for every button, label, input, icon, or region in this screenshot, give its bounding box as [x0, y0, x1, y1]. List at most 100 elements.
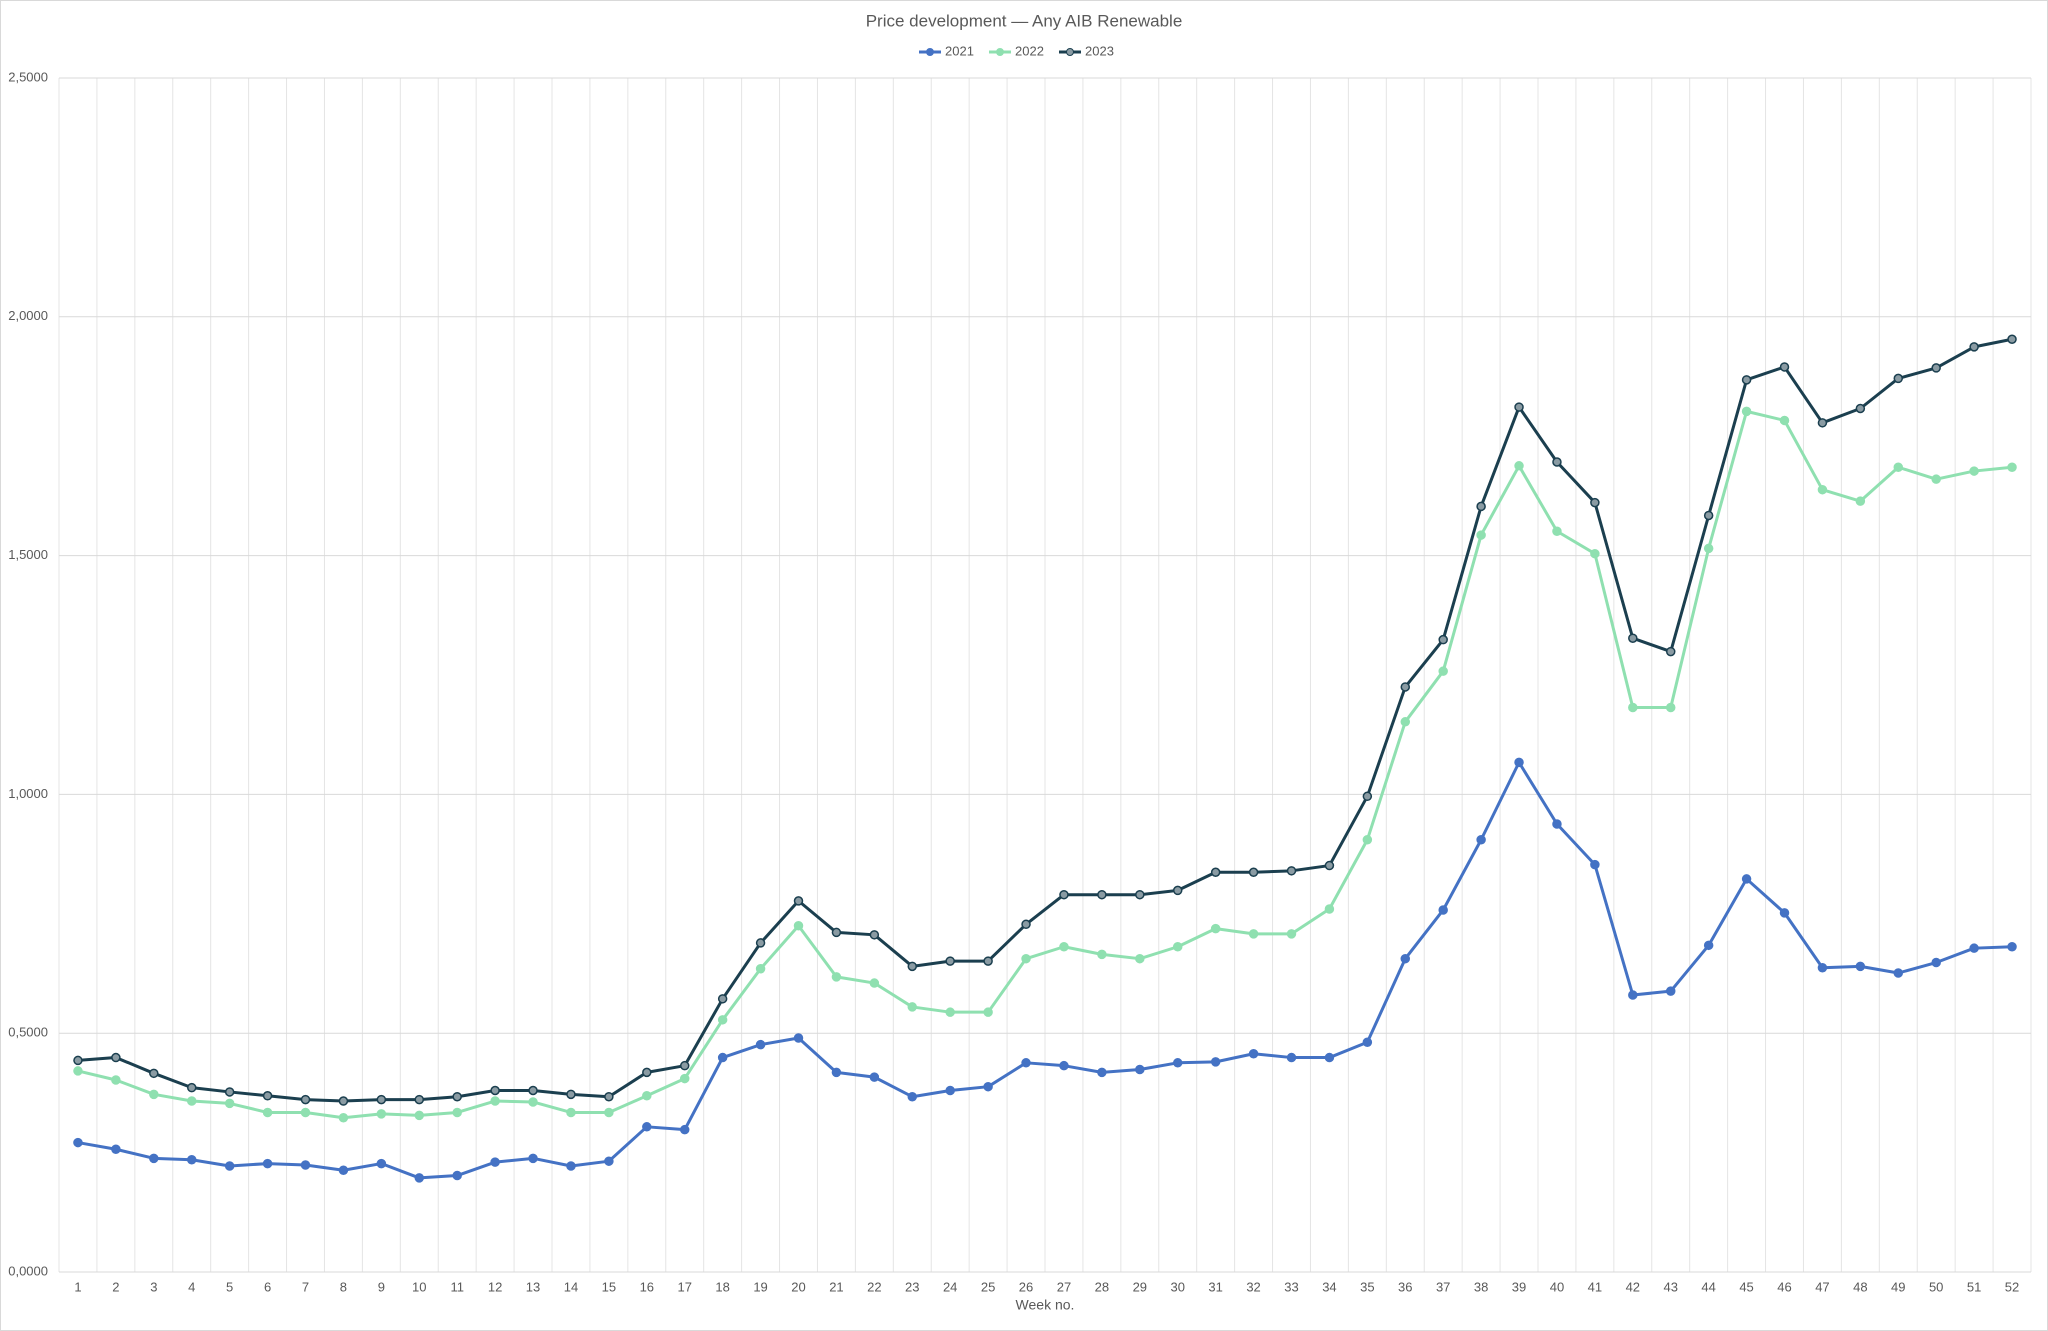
x-tick-label: 50 — [1929, 1279, 1943, 1294]
data-point — [604, 1091, 614, 1102]
data-point — [528, 1153, 538, 1164]
data-point — [1514, 757, 1524, 768]
data-point — [262, 1158, 273, 1169]
data-point — [338, 1096, 349, 1106]
data-point — [755, 938, 766, 948]
data-point — [1514, 402, 1524, 412]
x-tick-label: 32 — [1246, 1279, 1260, 1294]
x-tick-label: 29 — [1133, 1279, 1147, 1294]
x-tick-label: 38 — [1474, 1279, 1488, 1294]
data-point — [869, 1072, 880, 1082]
data-point — [945, 956, 955, 966]
x-tick-label: 43 — [1663, 1279, 1677, 1294]
x-tick-label: 22 — [867, 1279, 881, 1294]
data-point — [1210, 923, 1221, 934]
data-point — [717, 1015, 728, 1025]
data-point — [149, 1153, 159, 1164]
data-point — [1931, 957, 1941, 968]
data-point — [414, 1110, 425, 1121]
x-tick-label: 11 — [450, 1279, 464, 1294]
y-tick-label: 2,0000 — [8, 308, 48, 323]
data-point — [566, 1161, 576, 1171]
x-tick-label: 25 — [981, 1279, 995, 1294]
data-point — [73, 1055, 83, 1066]
data-point — [1703, 940, 1714, 951]
data-point — [149, 1089, 159, 1100]
series-line — [77, 760, 2013, 1180]
data-point — [1476, 501, 1486, 512]
x-tick-label: 7 — [302, 1279, 309, 1294]
x-tick-label: 15 — [602, 1279, 616, 1294]
data-point — [1248, 1048, 1259, 1059]
x-tick-label: 13 — [526, 1279, 540, 1294]
data-point — [566, 1107, 576, 1118]
x-tick-label: 4 — [188, 1279, 195, 1294]
data-point — [1817, 418, 1828, 428]
x-tick-label: 37 — [1436, 1279, 1450, 1294]
series-line — [77, 337, 2013, 1103]
data-point — [1628, 633, 1638, 643]
data-point — [1855, 403, 1866, 414]
data-point — [1400, 717, 1411, 727]
data-point — [907, 1091, 918, 1102]
data-point — [1741, 375, 1752, 385]
data-point — [1552, 526, 1562, 536]
data-point — [186, 1096, 197, 1106]
data-point — [1779, 415, 1790, 426]
series-line — [77, 409, 2013, 1120]
data-point — [1362, 835, 1373, 845]
x-axis-title: Week no. — [1016, 1297, 1075, 1313]
x-tick-label: 28 — [1095, 1279, 1109, 1294]
data-point — [1779, 362, 1790, 372]
data-point — [528, 1097, 538, 1107]
data-point — [111, 1144, 121, 1155]
data-point — [1362, 791, 1373, 802]
data-point — [1703, 543, 1714, 554]
data-point — [186, 1082, 197, 1093]
data-point — [73, 1066, 83, 1076]
data-point — [1741, 406, 1752, 417]
x-tick-label: 45 — [1739, 1279, 1753, 1294]
data-point — [793, 896, 804, 906]
x-tick-label: 42 — [1626, 1279, 1640, 1294]
y-tick-label: 1,5000 — [8, 547, 48, 562]
data-point — [1324, 860, 1335, 871]
data-point — [1021, 1058, 1031, 1068]
data-point — [1514, 461, 1524, 471]
data-point — [1248, 929, 1259, 939]
data-point — [907, 1002, 918, 1012]
chart-title: Price development — Any AIB Renewable — [866, 11, 1183, 30]
data-point — [111, 1052, 121, 1063]
data-point — [452, 1091, 462, 1102]
x-tick-label: 40 — [1550, 1279, 1564, 1294]
data-point — [907, 961, 918, 972]
x-tick-label: 17 — [677, 1279, 691, 1294]
x-tick-label: 24 — [943, 1279, 957, 1294]
y-tick-label: 0,0000 — [8, 1263, 48, 1278]
x-tick-label: 36 — [1398, 1279, 1412, 1294]
data-point — [2007, 334, 2017, 344]
data-point — [642, 1067, 652, 1078]
data-point — [755, 1039, 766, 1050]
data-point — [300, 1160, 311, 1170]
data-point — [414, 1173, 425, 1183]
data-point — [1097, 1067, 1107, 1078]
x-tick-label: 5 — [226, 1279, 233, 1294]
data-point — [1059, 942, 1069, 952]
data-point — [1286, 866, 1297, 876]
data-point — [642, 1091, 652, 1101]
data-point — [1059, 1060, 1069, 1071]
x-tick-label: 31 — [1208, 1279, 1222, 1294]
data-point — [414, 1094, 425, 1105]
data-point — [793, 1033, 804, 1043]
data-point — [1817, 484, 1828, 495]
data-point — [1097, 889, 1107, 900]
data-point — [1855, 961, 1866, 972]
x-tick-label: 18 — [715, 1279, 729, 1294]
data-point — [1969, 466, 1979, 476]
data-point — [1135, 889, 1145, 900]
x-tick-label: 41 — [1588, 1279, 1602, 1294]
x-tick-label: 26 — [1019, 1279, 1033, 1294]
data-point — [1324, 904, 1335, 914]
y-tick-label: 1,0000 — [8, 786, 48, 801]
